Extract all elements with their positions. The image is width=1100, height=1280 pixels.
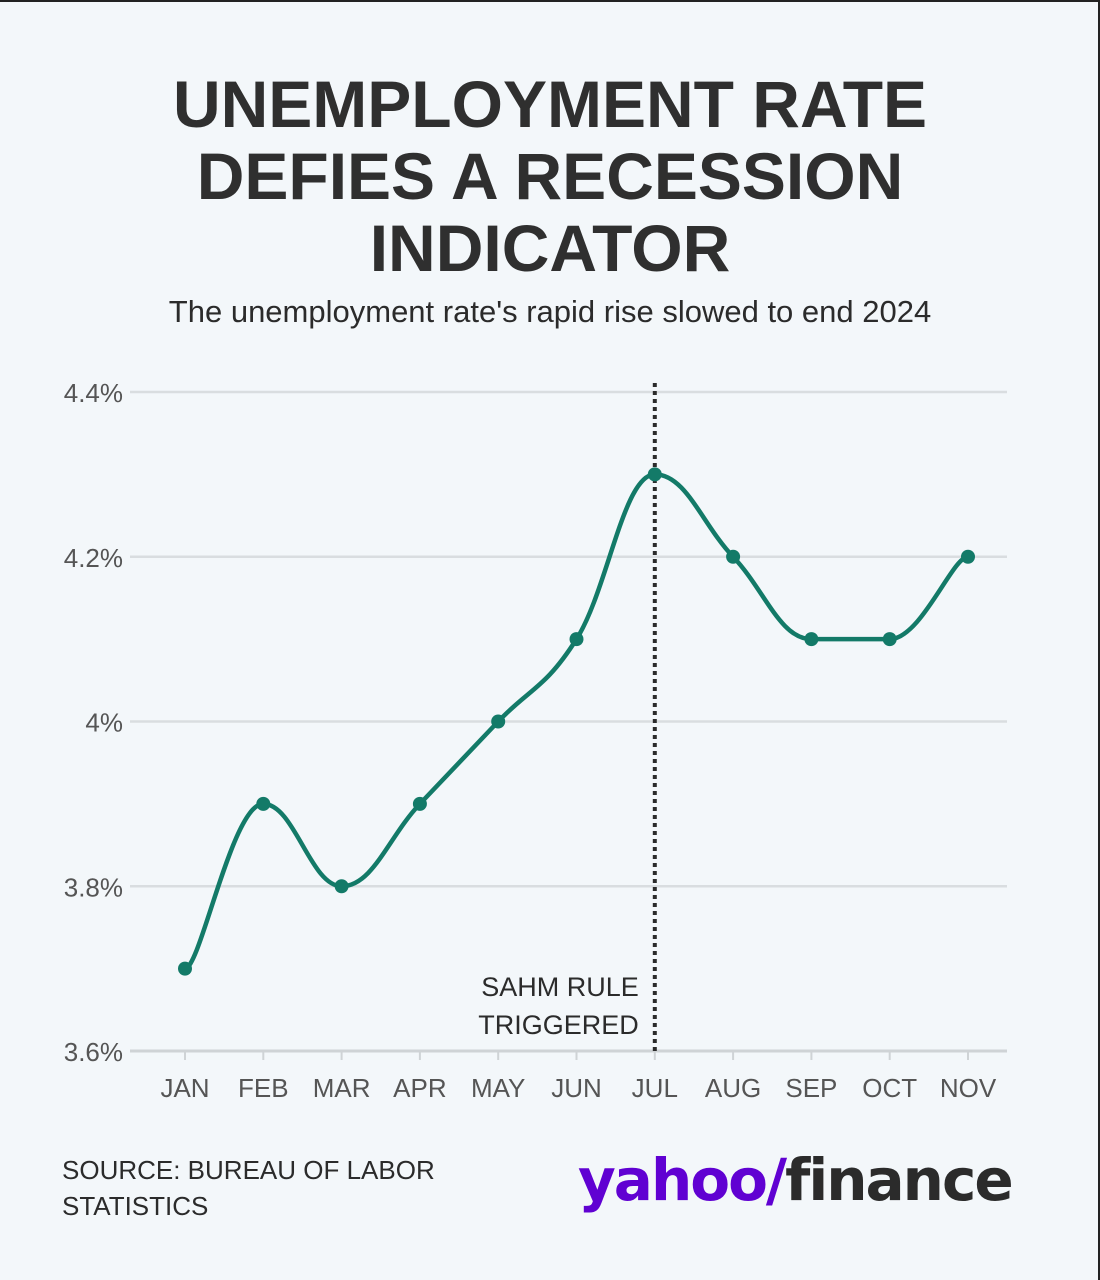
x-tick-label: NOV [940,1073,997,1103]
unemployment-line-chart: 3.6% 3.8% 4% 4.2% 4.4% JAN FEB MAR APR MAY JUN JUL… [64,378,1007,1103]
data-point-oct [882,632,897,647]
sahm-rule-annotation-line: TRIGGERED [478,1010,639,1040]
y-tick-label: 4.2% [64,543,123,573]
chart-title-line-2: DEFIES A RECESSION [196,139,904,213]
annotation-layer: SAHM RULE TRIGGERED [478,383,657,1051]
y-tick-label: 4.4% [64,378,123,408]
x-tick-label: FEB [238,1073,289,1103]
source-note: SOURCE: BUREAU OF LABOR STATISTICS [62,1155,435,1221]
yahoo-finance-logo: yahoo/finance [578,1140,1014,1220]
data-point-jun [569,632,584,647]
x-tick-label: MAY [471,1073,525,1103]
x-tick-label: JUL [632,1073,678,1103]
data-point-may [491,714,506,729]
logo-finance-text: finance [785,1146,1014,1214]
x-tick-label: OCT [862,1073,917,1103]
chart-subtitle: The unemployment rate's rapid rise slowe… [168,294,932,329]
data-point-jan [178,961,192,976]
x-tick-label: AUG [705,1073,761,1103]
data-point-mar [334,879,349,894]
grid-layer [130,390,1007,1053]
logo-yahoo-text: yahoo/ [578,1146,787,1214]
x-tick-label: SEP [785,1073,837,1103]
x-tick-label: MAR [313,1073,371,1103]
data-point-apr [412,796,427,811]
x-tick-label: JUN [551,1073,602,1103]
sahm-rule-annotation-line: SAHM RULE [481,972,639,1002]
y-tick-label: 3.8% [64,872,123,902]
data-point-feb [256,796,271,811]
x-tick-label: JAN [160,1073,209,1103]
chart-title-line-1: UNEMPLOYMENT RATE [172,67,928,141]
data-point-nov [961,549,975,564]
y-axis-tick-labels: 3.6% 3.8% 4% 4.2% 4.4% [64,378,123,1067]
x-axis: JAN FEB MAR APR MAY JUN JUL AUG SEP OCT NOV [160,1051,997,1103]
chart-title-line-3: INDICATOR [369,211,731,285]
x-tick-label: APR [393,1073,446,1103]
data-point-aug [726,549,741,564]
data-point-sep [804,632,819,647]
series-layer [178,467,975,976]
chart-title: UNEMPLOYMENT RATE DEFIES A RECESSION IND… [0,68,1100,284]
data-point-jul [647,467,662,482]
y-tick-label: 4% [85,708,123,738]
y-tick-label: 3.6% [64,1037,123,1067]
